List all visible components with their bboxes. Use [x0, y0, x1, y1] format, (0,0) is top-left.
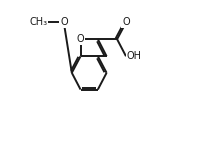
- Text: CH₃: CH₃: [29, 17, 47, 28]
- Text: O: O: [77, 34, 84, 44]
- Text: O: O: [60, 17, 68, 28]
- Text: O: O: [122, 17, 130, 28]
- Text: OH: OH: [127, 51, 142, 61]
